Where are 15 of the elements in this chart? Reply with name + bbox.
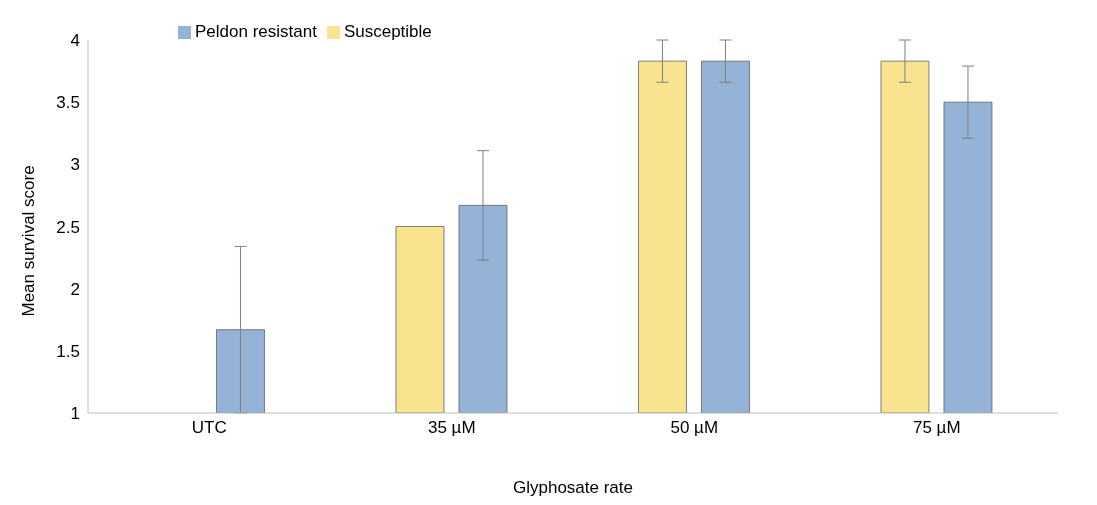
y-tick-label: 3.5 — [56, 93, 80, 113]
y-axis-title: Mean survival score — [19, 165, 39, 317]
y-tick-label: 1 — [70, 404, 80, 424]
x-axis-title: Glyphosate rate — [512, 478, 634, 497]
x-tick-label: 75 µM — [912, 418, 961, 438]
y-tick-label: 1.5 — [56, 341, 80, 361]
x-tick-label: 35 µM — [427, 418, 476, 438]
x-tick-label: 50 µM — [670, 418, 719, 438]
y-tick-label: 3 — [70, 155, 80, 175]
x-tick-label: UTC — [191, 418, 227, 438]
y-tick-label: 2.5 — [56, 217, 80, 237]
legend-label: Susceptible — [343, 22, 432, 41]
legend-label: Peldon resistant — [195, 22, 317, 41]
y-tick-label: 4 — [70, 31, 80, 51]
y-tick-label: 2 — [70, 279, 80, 299]
